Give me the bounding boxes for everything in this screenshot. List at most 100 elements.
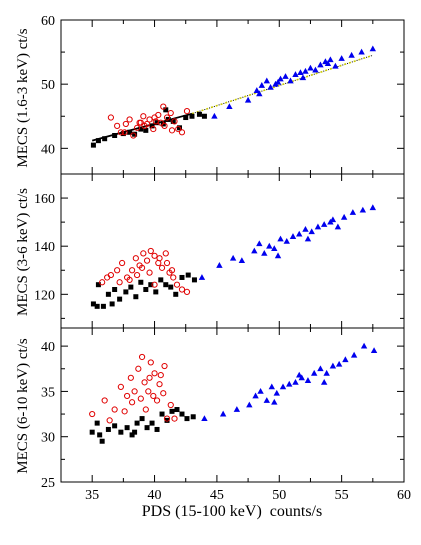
y-tick-label: 50 bbox=[41, 78, 55, 93]
red-circle-point bbox=[122, 120, 129, 128]
blue-triangle-point bbox=[251, 247, 258, 254]
y-tick-label: 35 bbox=[41, 385, 55, 400]
red-circle-point bbox=[168, 267, 176, 274]
red-circle-point bbox=[145, 388, 152, 395]
black-square-point bbox=[97, 432, 103, 438]
blue-triangle-point bbox=[238, 257, 246, 264]
panel-3: 25 30 35 40 MECS (6-10 keV) ct/s bbox=[15, 327, 405, 491]
black-square-point bbox=[123, 289, 129, 295]
black-square-point bbox=[196, 111, 202, 117]
black-square-point bbox=[153, 289, 159, 295]
red-circle-point bbox=[135, 365, 142, 372]
black-square-point bbox=[112, 133, 118, 138]
red-circle-point bbox=[175, 125, 182, 133]
blue-triangle-point bbox=[216, 262, 223, 268]
red-circle-point bbox=[178, 129, 186, 136]
red-circle-point bbox=[132, 255, 139, 262]
red-circle-point bbox=[161, 122, 168, 129]
red-circle-point bbox=[173, 281, 181, 288]
black-square-point bbox=[94, 303, 100, 309]
blue-triangle-point bbox=[370, 347, 378, 354]
black-square-point bbox=[174, 407, 180, 413]
y-tick-label: 30 bbox=[41, 431, 55, 446]
black-square-point bbox=[117, 296, 123, 302]
black-square-point bbox=[173, 291, 179, 297]
blue-triangle-point bbox=[299, 74, 307, 81]
red-circle-point bbox=[156, 381, 163, 388]
red-circle-point bbox=[157, 119, 164, 126]
black-square-point bbox=[149, 123, 155, 129]
red-circle-point bbox=[183, 108, 191, 115]
blue-triangle-point bbox=[211, 112, 218, 119]
blue-triangle-point bbox=[271, 245, 278, 251]
red-circle-point bbox=[162, 250, 169, 257]
red-circle-point bbox=[178, 286, 186, 293]
black-square-point bbox=[154, 426, 160, 432]
black-square-point bbox=[149, 420, 155, 426]
blue-triangle-point bbox=[287, 77, 294, 84]
blue-triangle-point bbox=[271, 398, 278, 405]
red-circle-point bbox=[163, 114, 171, 121]
red-circle-point bbox=[147, 247, 154, 255]
blue-triangle-point bbox=[253, 87, 261, 93]
blue-triangle-point bbox=[292, 378, 299, 385]
blue-triangle-point bbox=[320, 221, 328, 227]
black-square-point bbox=[95, 282, 101, 288]
black-square-point bbox=[143, 287, 149, 292]
red-circle-point bbox=[128, 267, 136, 274]
red-circle-point bbox=[136, 119, 143, 126]
red-circle-point bbox=[131, 388, 138, 395]
x-tick-label: 60 bbox=[397, 488, 411, 503]
red-circle-point bbox=[127, 374, 134, 381]
blue-triangle-point bbox=[323, 369, 330, 376]
blue-triangle-point bbox=[302, 225, 309, 232]
red-circle-point bbox=[146, 269, 153, 276]
black-square-point bbox=[163, 107, 169, 113]
red-circle-point bbox=[157, 372, 164, 379]
blue-triangle-point bbox=[286, 380, 293, 387]
black-square-point bbox=[189, 113, 195, 119]
red-circle-point bbox=[99, 279, 106, 286]
red-circle-point bbox=[130, 132, 137, 139]
black-square-point bbox=[99, 438, 105, 444]
blue-triangle-point bbox=[369, 204, 377, 211]
blue-triangle-point bbox=[314, 223, 322, 230]
fit-extension-dots bbox=[191, 54, 373, 115]
black-square-point bbox=[102, 136, 108, 142]
red-circle-point bbox=[141, 379, 148, 386]
panel-frame bbox=[60, 327, 405, 483]
red-circle-point bbox=[119, 259, 126, 267]
red-circle-point bbox=[160, 103, 167, 110]
blue-triangle-point bbox=[274, 252, 282, 259]
blue-triangle-point bbox=[256, 90, 263, 97]
panel-1-points bbox=[90, 45, 377, 148]
black-square-point bbox=[201, 113, 207, 119]
black-square-point bbox=[191, 277, 197, 283]
blue-triangle-point bbox=[263, 397, 270, 403]
red-circle-point bbox=[138, 264, 146, 271]
black-square-point bbox=[154, 120, 160, 126]
red-circle-point bbox=[151, 252, 158, 259]
black-square-point bbox=[112, 423, 118, 429]
blue-triangle-point bbox=[329, 216, 337, 223]
blue-triangle-point bbox=[342, 356, 349, 363]
red-circle-point bbox=[117, 383, 124, 390]
red-circle-point bbox=[156, 255, 163, 262]
blue-triangle-point bbox=[340, 213, 348, 220]
blue-triangle-point bbox=[359, 206, 367, 213]
blue-triangle-point bbox=[229, 254, 237, 261]
panel-2-ylabel: MECS (3-6 keV) ct/s bbox=[15, 188, 31, 316]
x-axis-label: PDS (15-100 keV) counts/s bbox=[142, 503, 322, 520]
black-square-point bbox=[134, 420, 140, 426]
black-square-point bbox=[159, 411, 165, 417]
red-circle-point bbox=[151, 370, 158, 377]
red-circle-point bbox=[168, 127, 176, 134]
blue-triangle-point bbox=[335, 360, 343, 367]
x-tick-label: 45 bbox=[210, 488, 224, 503]
black-square-point bbox=[105, 291, 111, 297]
panel-3-ylabel: MECS (6-10 keV) ct/s bbox=[15, 338, 31, 474]
red-circle-point bbox=[138, 353, 146, 361]
y-tick-label: 40 bbox=[41, 142, 55, 157]
blue-triangle-point bbox=[320, 378, 328, 385]
red-circle-point bbox=[142, 406, 149, 413]
